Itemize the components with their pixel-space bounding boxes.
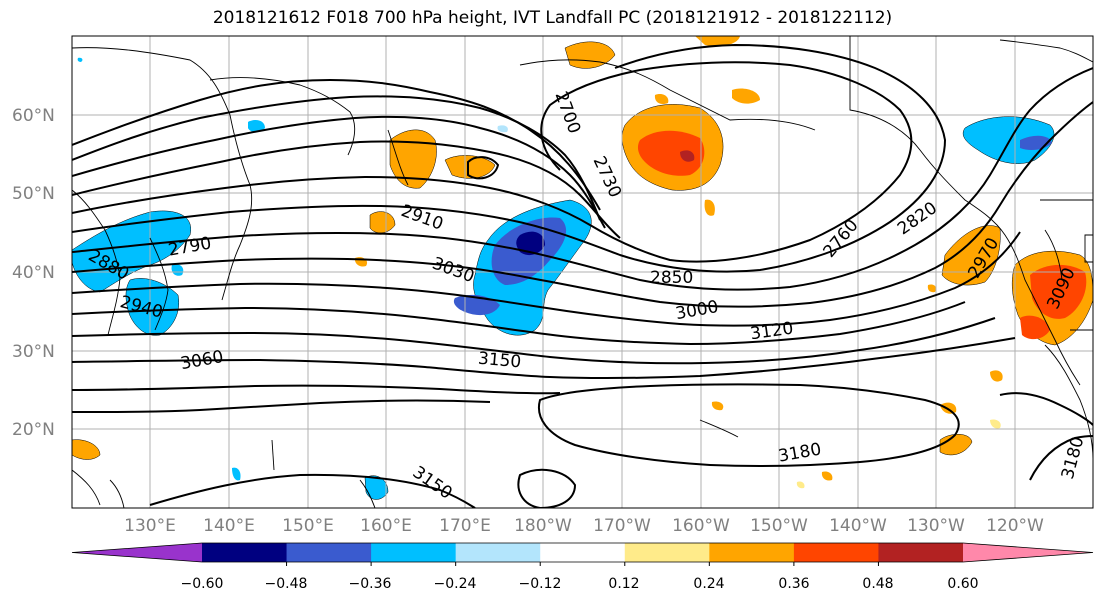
colorbar-segment	[878, 543, 964, 562]
latitude-labels: 60°N 50°N 40°N 30°N 20°N	[12, 106, 55, 440]
lon-label: 130°W	[907, 516, 965, 536]
contour-label: 3150	[477, 349, 522, 373]
colorbar-extend-max	[963, 543, 1093, 562]
lon-label: 160°W	[672, 516, 730, 536]
colorbar	[71, 542, 1094, 566]
colorbar-outline	[71, 542, 1094, 563]
coastlines	[72, 36, 1093, 508]
lon-label: 140°E	[203, 516, 255, 536]
lat-label: 50°N	[12, 184, 55, 204]
colorbar-segment	[624, 543, 710, 562]
contour-label: 2850	[650, 268, 693, 288]
lon-label: 130°E	[124, 516, 176, 536]
lon-label: 170°W	[593, 516, 651, 536]
lat-label: 30°N	[12, 342, 55, 362]
lon-label: 170°E	[439, 516, 491, 536]
colorbar-tick-label: −0.36	[349, 576, 392, 592]
colorbar-segment	[793, 543, 879, 562]
colorbar-segment	[455, 543, 541, 562]
colorbar-tick-label: 0.36	[778, 576, 809, 592]
lon-label: 180°W	[514, 516, 572, 536]
colorbar-segment	[709, 543, 795, 562]
lon-label: 160°E	[360, 516, 412, 536]
colorbar-segment	[286, 543, 372, 562]
lat-label: 20°N	[12, 420, 55, 440]
colorbar-tick-label: −0.60	[181, 576, 224, 592]
lon-label: 150°W	[750, 516, 808, 536]
colorbar-tick-label: 0.12	[608, 576, 639, 592]
lat-label: 40°N	[12, 263, 55, 283]
colorbar-segment	[540, 543, 626, 562]
colorbar-extend-min	[72, 543, 202, 562]
colorbar-tick-label: 0.24	[693, 576, 724, 592]
colorbar-segment	[202, 543, 288, 562]
lon-label: 150°E	[282, 516, 334, 536]
lon-label: 120°W	[986, 516, 1044, 536]
lon-label: 140°W	[829, 516, 887, 536]
colorbar-tick-label: −0.24	[434, 576, 477, 592]
colorbar-tick-label: −0.48	[265, 576, 308, 592]
height-contours	[72, 43, 1093, 508]
colorbar-segment	[371, 543, 457, 562]
map-border	[71, 35, 1094, 509]
longitude-labels: 130°E 140°E 150°E 160°E 170°E 180°W 170°…	[124, 516, 1044, 536]
colorbar-ticks: −0.60 −0.48 −0.36 −0.24 −0.12 0.12 0.24 …	[181, 576, 979, 592]
map-title: 2018121612 F018 700 hPa height, IVT Land…	[212, 8, 893, 28]
colorbar-tick-label: −0.12	[519, 576, 562, 592]
lat-label: 60°N	[12, 106, 55, 126]
colorbar-tick-label: 0.48	[862, 576, 893, 592]
colorbar-tick-label: 0.60	[947, 576, 978, 592]
